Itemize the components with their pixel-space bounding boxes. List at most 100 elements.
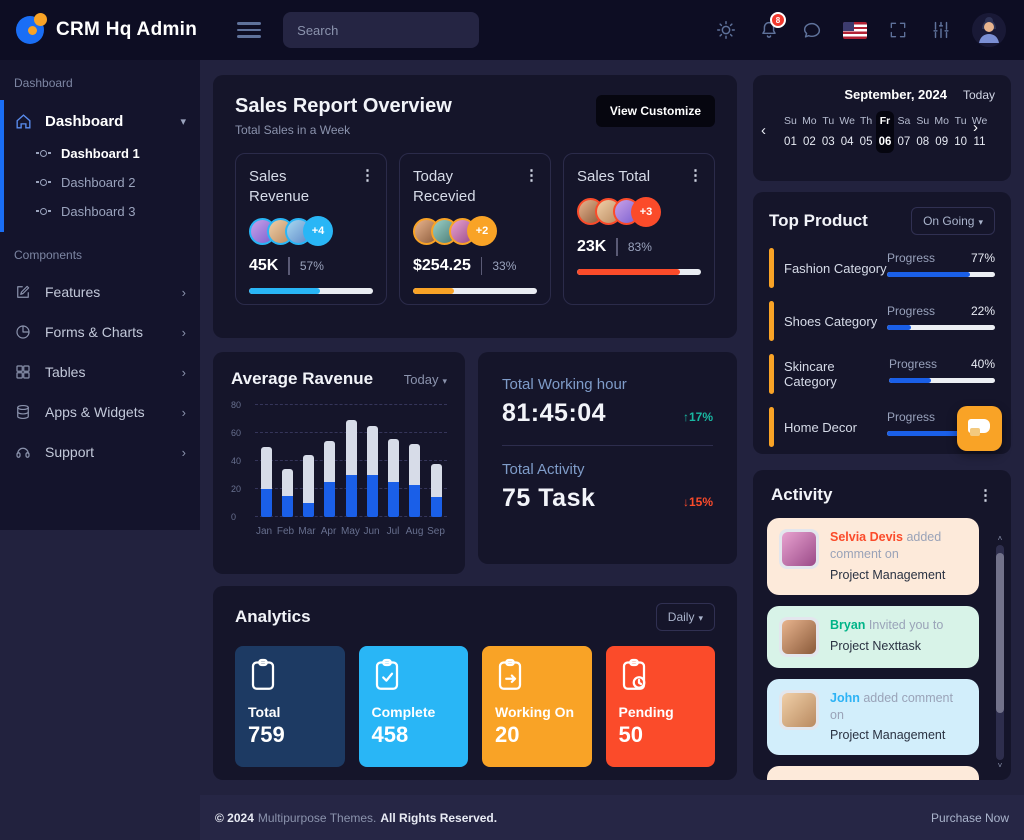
calendar-day[interactable]: Tu 03 bbox=[821, 115, 835, 148]
calendar-day[interactable]: We 11 bbox=[971, 115, 988, 148]
product-percent: 77% bbox=[970, 251, 995, 265]
bullet-icon bbox=[36, 179, 51, 186]
product-percent: 22% bbox=[970, 304, 995, 318]
sidebar-section-components: Components bbox=[14, 248, 83, 262]
brand-logo[interactable]: CRM Hq Admin bbox=[14, 12, 197, 48]
activity-item-partial[interactable] bbox=[767, 766, 979, 780]
purchase-now-link[interactable]: Purchase Now bbox=[930, 810, 1009, 825]
kebab-menu-icon[interactable]: ⋮ bbox=[360, 167, 375, 184]
pie-chart-icon bbox=[16, 325, 30, 339]
sidebar-item-forms-charts[interactable]: Forms & Charts › bbox=[0, 312, 200, 352]
calendar-day[interactable]: Su 01 bbox=[784, 115, 797, 148]
stat-percent: 83% bbox=[627, 239, 652, 254]
working-hour-delta: ↑17% bbox=[682, 410, 713, 424]
sidebar-item-dashboard-2[interactable]: Dashboard 2 bbox=[0, 168, 200, 197]
sidebar-item-apps-widgets[interactable]: Apps & Widgets › bbox=[0, 392, 200, 432]
scrollbar-thumb[interactable] bbox=[996, 553, 1004, 713]
theme-sun-icon[interactable] bbox=[714, 18, 738, 42]
calendar-today-button[interactable]: Today bbox=[962, 87, 995, 102]
calendar-prev-icon[interactable]: ‹ bbox=[761, 122, 766, 139]
avatar-more-badge[interactable]: +3 bbox=[631, 196, 661, 227]
calendar-day[interactable]: Fr 06 bbox=[875, 111, 895, 153]
chart-x-axis: Jan Feb Mar Apr May Jun Jul Aug Sep bbox=[255, 526, 445, 537]
notifications-bell-icon[interactable]: 8 bbox=[757, 12, 786, 42]
activity-item[interactable]: Bryan Invited you to Project Nexttask bbox=[767, 605, 979, 668]
sidebar-item-tables[interactable]: Tables › bbox=[0, 352, 200, 392]
calendar-day[interactable]: We 04 bbox=[839, 115, 855, 148]
activity-user: Selvia Devis bbox=[830, 530, 903, 544]
calendar-month: September, 2024 bbox=[844, 87, 947, 102]
database-icon bbox=[17, 404, 29, 420]
analytics-tile-pending: Pending 50 bbox=[605, 646, 715, 767]
stat-value: $254.25 bbox=[413, 257, 471, 274]
progress-bar bbox=[887, 325, 995, 330]
top-product-title: Top Product bbox=[769, 211, 868, 230]
total-activity-value: 75 Task bbox=[502, 484, 596, 512]
average-revenue-card: Average Ravenue Today ▾ 0 20 40 60 80 Jan Feb M… bbox=[213, 352, 465, 574]
clipboard-arrow-icon bbox=[498, 658, 522, 690]
clipboard-clock-icon bbox=[622, 658, 645, 690]
bar-chart: 0 20 40 60 80 bbox=[231, 400, 447, 522]
calendar-day[interactable]: Sa 07 bbox=[897, 115, 911, 148]
user-avatar[interactable] bbox=[972, 13, 1006, 47]
activity-item[interactable]: Selvia Devis added comment on Project Ma… bbox=[767, 518, 979, 595]
chart-bar bbox=[427, 463, 445, 517]
scroll-up-icon[interactable]: ˄ bbox=[997, 534, 1003, 543]
arrow-up-icon: ↑ bbox=[682, 410, 689, 424]
buy-now-floating-button[interactable] bbox=[957, 406, 1002, 451]
avatar-more-badge[interactable]: +2 bbox=[467, 216, 497, 246]
stat-value: 23K bbox=[577, 237, 607, 255]
y-axis-tick: 20 bbox=[231, 484, 242, 494]
top-product-filter-dropdown[interactable]: On Going ▾ bbox=[911, 207, 995, 235]
settings-sliders-icon[interactable] bbox=[929, 18, 953, 42]
product-name: Fashion Category bbox=[784, 260, 887, 276]
page-subtitle: Total Sales in a Week bbox=[235, 123, 351, 137]
analytics-filter-dropdown[interactable]: Daily ▾ bbox=[655, 603, 715, 631]
calendar-day[interactable]: Mo 02 bbox=[802, 115, 817, 148]
sidebar-item-support[interactable]: Support › bbox=[0, 432, 200, 472]
calendar-day[interactable]: Mo 09 bbox=[934, 115, 949, 148]
chart-filter-dropdown[interactable]: Today ▾ bbox=[403, 371, 447, 387]
fullscreen-icon[interactable] bbox=[886, 18, 910, 42]
stat-percent: 57% bbox=[299, 259, 324, 273]
activity-item[interactable]: John added comment on Project Management bbox=[767, 678, 979, 756]
chart-bar bbox=[278, 469, 296, 517]
total-activity-delta: ↓15% bbox=[682, 495, 713, 509]
scroll-down-icon[interactable]: ˅ bbox=[997, 761, 1003, 770]
calendar-day[interactable]: Su 08 bbox=[916, 115, 930, 148]
kebab-menu-icon[interactable]: ⋮ bbox=[524, 167, 539, 184]
copyright-year: © 2024 bbox=[215, 810, 254, 825]
sidebar-item-features[interactable]: Features › bbox=[0, 272, 200, 312]
view-customize-button[interactable]: View Customize bbox=[595, 95, 715, 127]
search-input[interactable] bbox=[283, 12, 480, 48]
product-row-skincare: Skincare Category Progress 40% bbox=[769, 354, 995, 394]
chevron-right-icon: › bbox=[181, 444, 186, 460]
clipboard-icon bbox=[251, 658, 275, 690]
calendar-day[interactable]: Th 05 bbox=[859, 115, 873, 148]
avatar-more-badge[interactable]: +4 bbox=[303, 216, 333, 246]
copyright-brand: Multipurpose Themes. bbox=[257, 810, 377, 825]
menu-hamburger-icon[interactable] bbox=[237, 18, 262, 42]
kebab-menu-icon[interactable]: ⋮ bbox=[688, 167, 703, 184]
messages-chat-icon[interactable] bbox=[800, 18, 824, 42]
y-axis-tick: 60 bbox=[231, 428, 242, 438]
kebab-menu-icon[interactable]: ⋮ bbox=[978, 486, 993, 504]
product-name: Skincare Category bbox=[784, 359, 837, 389]
progress-bar bbox=[413, 288, 537, 294]
chevron-down-icon: ▾ bbox=[978, 217, 983, 227]
scrollbar[interactable]: ˄ ˅ bbox=[995, 535, 1005, 770]
sidebar-item-dashboard[interactable]: Dashboard ▾ bbox=[0, 104, 200, 139]
calendar-day[interactable]: Tu 10 bbox=[954, 115, 967, 148]
sidebar-item-dashboard-3[interactable]: Dashboard 3 bbox=[0, 197, 200, 226]
sidebar-item-dashboard-1[interactable]: Dashboard 1 bbox=[0, 139, 200, 168]
stat-percent: 33% bbox=[492, 259, 517, 273]
calendar-next-icon[interactable]: › bbox=[973, 119, 978, 136]
product-row-fashion: Fashion Category Progress 77% bbox=[769, 248, 995, 288]
language-us-flag-icon[interactable] bbox=[843, 18, 867, 42]
calendar-card: September, 2024 Today Su 01 Mo 02 Tu 03 We 04 Th… bbox=[753, 75, 1011, 181]
activity-user: Bryan bbox=[830, 617, 866, 632]
product-name: Home Decor bbox=[784, 419, 857, 435]
stat-title: Today Recevied bbox=[413, 168, 476, 205]
avatar bbox=[779, 689, 819, 730]
progress-bar bbox=[887, 272, 995, 277]
